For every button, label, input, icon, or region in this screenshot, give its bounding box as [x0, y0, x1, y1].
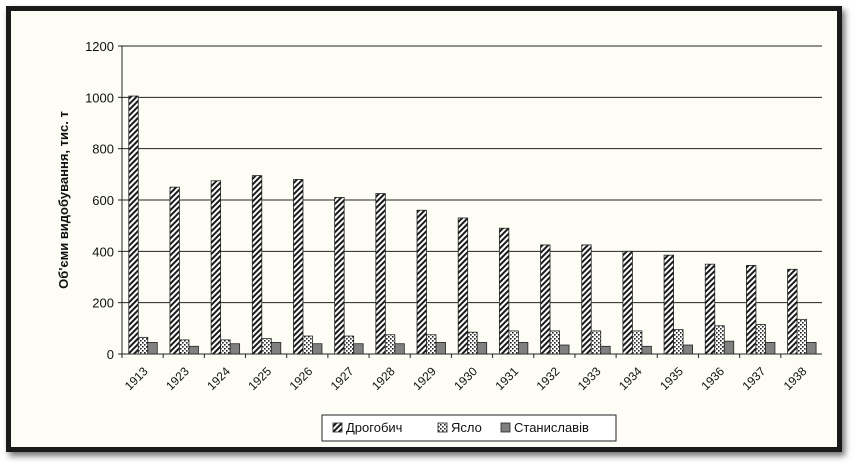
bar-yaslo	[755, 324, 766, 355]
bar-drohobych	[416, 209, 427, 355]
x-tick-label: 1923	[163, 364, 192, 393]
bar-drohobych	[787, 268, 798, 355]
bar-stanyslaviv	[394, 343, 405, 355]
legend-swatch-yaslo	[437, 422, 448, 433]
legend-swatch-stanyslaviv	[500, 422, 511, 433]
bar-stanyslaviv	[353, 343, 364, 355]
y-tick-label: 600	[92, 193, 114, 208]
legend-label-stanyslaviv: Станиславів	[514, 420, 589, 435]
y-tick-labels: 0 200 400 600 800 1000 1200	[85, 39, 114, 362]
x-tick-label: 1932	[534, 364, 563, 393]
y-axis-label: Об'єми видобування, тис. т	[56, 111, 71, 289]
bar-stanyslaviv	[147, 342, 158, 355]
bar-stanyslaviv	[682, 344, 693, 355]
x-tick-label: 1925	[245, 364, 274, 393]
gridlines	[122, 45, 822, 304]
x-tick-labels: 1913 1923 1924 1925 1926 1927 1928 1929 1930 1931…	[122, 364, 810, 393]
x-tick-label: 1913	[122, 364, 151, 393]
y-tick-label: 200	[92, 296, 114, 311]
bar-yaslo	[261, 338, 272, 355]
bar-drohobych	[128, 95, 139, 355]
x-tick-label: 1924	[204, 364, 233, 393]
y-tick-label: 0	[107, 347, 114, 362]
bar-drohobych	[169, 186, 180, 355]
bar-yaslo	[631, 330, 643, 355]
bar-stanyslaviv	[188, 345, 199, 355]
x-tick-label: 1937	[740, 364, 769, 393]
bar-yaslo	[467, 331, 478, 355]
bar-stanyslaviv	[270, 342, 282, 355]
y-tick-label: 1200	[85, 39, 114, 54]
bar-yaslo	[796, 318, 808, 355]
bar-yaslo	[137, 336, 149, 355]
bar-stanyslaviv	[559, 344, 570, 355]
y-tick-label: 800	[92, 142, 114, 157]
bar-yaslo	[673, 329, 684, 355]
bar-yaslo	[508, 330, 519, 355]
y-tick-label: 400	[92, 244, 114, 259]
x-tick-label: 1928	[369, 364, 398, 393]
legend-label-yaslo: Ясло	[451, 420, 482, 435]
x-tick-label: 1934	[616, 364, 645, 393]
bar-yaslo	[220, 339, 231, 355]
x-tick-label: 1927	[328, 364, 357, 393]
bar-yaslo	[302, 335, 313, 355]
bar-yaslo	[590, 330, 602, 355]
x-tick-label: 1935	[657, 364, 686, 393]
bar-drohobych	[581, 244, 592, 355]
bar-yaslo	[549, 330, 560, 355]
bar-yaslo	[179, 339, 190, 355]
bars	[128, 95, 817, 355]
x-tick-label: 1931	[492, 364, 521, 393]
bar-stanyslaviv	[476, 342, 488, 355]
bar-yaslo	[714, 325, 725, 355]
axes	[118, 45, 822, 358]
bar-drohobych	[251, 175, 263, 355]
bar-yaslo	[384, 334, 396, 355]
bar-drohobych	[457, 217, 469, 355]
bar-drohobych	[622, 250, 633, 355]
x-tick-label: 1933	[575, 364, 604, 393]
x-tick-label: 1938	[781, 364, 810, 393]
x-tick-label: 1929	[410, 364, 439, 393]
y-tick-label: 1000	[85, 90, 114, 105]
x-tick-label: 1930	[451, 364, 480, 393]
bar-drohobych	[746, 265, 757, 355]
bar-stanyslaviv	[435, 342, 446, 355]
bar-stanyslaviv	[641, 345, 652, 355]
bar-stanyslaviv	[600, 345, 611, 355]
legend-box	[321, 414, 617, 442]
bar-drohobych	[704, 263, 716, 355]
bar-stanyslaviv	[806, 342, 817, 355]
bar-yaslo	[343, 335, 355, 355]
bar-drohobych	[663, 254, 674, 355]
bar-stanyslaviv	[765, 342, 776, 355]
bar-stanyslaviv	[229, 343, 241, 355]
bar-stanyslaviv	[312, 343, 323, 355]
x-tick-label: 1926	[287, 364, 316, 393]
bar-drohobych	[498, 227, 510, 355]
bar-drohobych	[293, 179, 304, 355]
legend-swatch-drohobych	[332, 422, 343, 433]
bar-stanyslaviv	[517, 342, 529, 355]
bar-drohobych	[375, 193, 386, 355]
bar-stanyslaviv	[723, 340, 735, 355]
bar-drohobych	[540, 244, 551, 355]
bar-drohobych	[210, 180, 222, 355]
bar-yaslo	[426, 334, 437, 355]
x-tick-label: 1936	[698, 364, 727, 393]
legend: Дрогобич Ясло Станиславів	[321, 414, 617, 442]
legend-label-drohobych: Дрогобич	[346, 420, 402, 435]
bar-drohobych	[334, 197, 345, 355]
